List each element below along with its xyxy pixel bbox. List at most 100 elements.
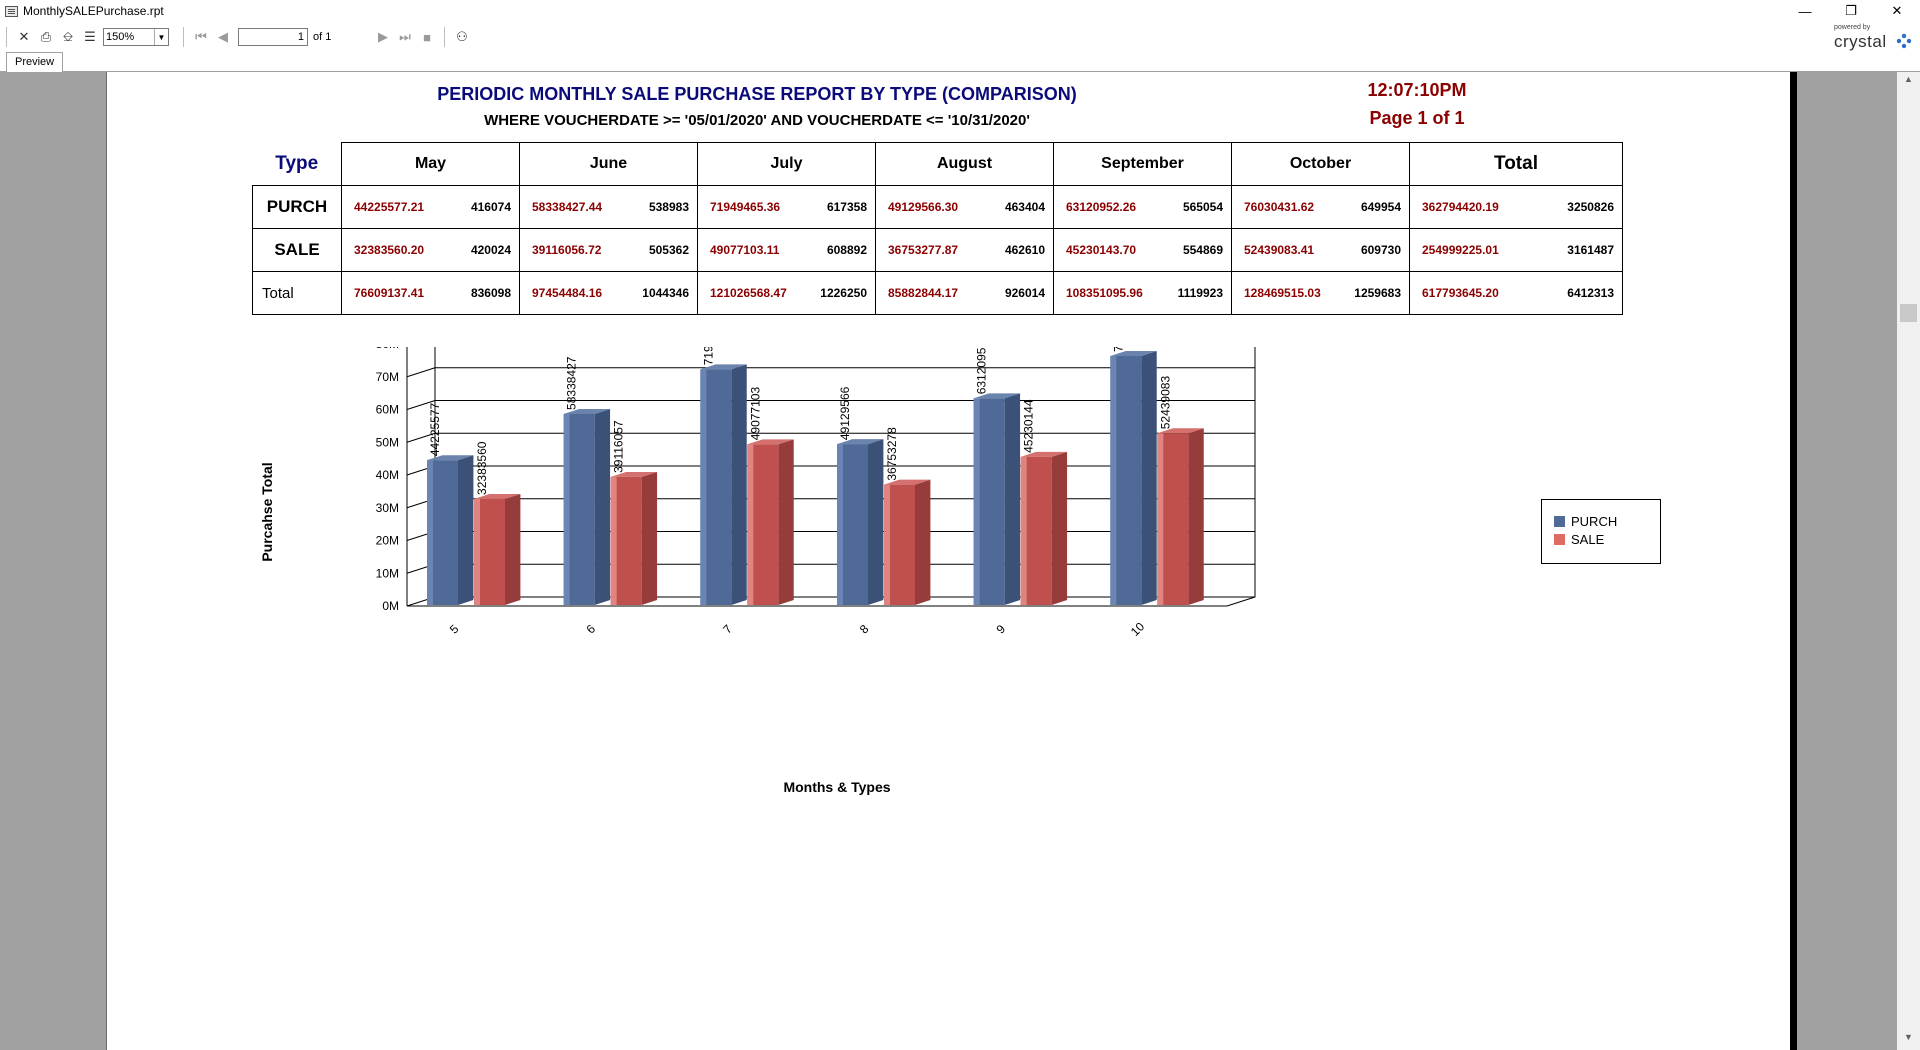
amount-value: 97454484.16	[532, 286, 603, 300]
amount-value: 32383560.20	[354, 243, 425, 257]
page-number-input[interactable]: 1	[238, 28, 308, 46]
chevron-down-icon[interactable]: ▼	[154, 29, 168, 45]
title-bar: MonthlySALEPurchase.rpt — ❐ ✕	[0, 0, 1920, 22]
table-cell: 85882844.17 926014	[875, 271, 1054, 315]
month-header: August	[875, 142, 1054, 186]
bar-side	[731, 364, 747, 605]
data-label: 49077103	[748, 387, 762, 441]
amount-value: 254999225.01	[1422, 243, 1499, 257]
data-label: 58338427	[565, 356, 579, 410]
summary-table: Type May June July August September Octo…	[252, 142, 1623, 315]
legend-item: PURCH	[1554, 514, 1617, 529]
page-edge	[1790, 72, 1797, 1050]
purchase-sale-chart: 0M 10M 20M 30M 40M 50M 60M 70M 80M 44225577 323835…	[259, 347, 1256, 795]
type-header: Type	[275, 152, 319, 174]
group-tree-button[interactable]: ☰	[80, 27, 100, 47]
month-header: June	[519, 142, 698, 186]
y-tick-label: 70M	[376, 370, 399, 384]
table-cell: 71949465.36 617358	[697, 185, 876, 229]
x-tick-label: 9	[994, 622, 1009, 637]
bar-top	[1110, 351, 1157, 357]
amount-value: 49077103.11	[710, 243, 780, 257]
bar-side	[915, 479, 931, 605]
bar-top	[1020, 451, 1068, 457]
logo-name-text: crystal	[1834, 32, 1887, 51]
amount-value: 45230143.70	[1066, 243, 1137, 257]
search-button[interactable]: ⚇	[452, 27, 472, 47]
crystal-dots-icon	[1896, 33, 1912, 49]
row-label: SALE	[252, 228, 342, 272]
close-button[interactable]: ✕	[1891, 3, 1903, 18]
gridline	[406, 400, 436, 410]
legend-label: SALE	[1571, 532, 1605, 547]
bar-highlight	[1110, 356, 1117, 605]
page-count-label: of 1	[313, 31, 332, 43]
tab-preview[interactable]: Preview	[6, 52, 64, 72]
gridline	[406, 367, 436, 378]
count-value: 6412313	[1567, 286, 1614, 300]
amount-value: 49129566.30	[888, 200, 959, 214]
bar-top	[837, 439, 884, 445]
amount-value: 71949465.36	[710, 200, 781, 214]
y-tick-label: 30M	[376, 501, 399, 515]
amount-value: 76609137.41	[354, 286, 425, 300]
table-cell: 58338427.44 538983	[519, 185, 698, 229]
total-header: Total	[1409, 142, 1623, 186]
count-value: 416074	[470, 200, 511, 214]
data-label: 32383560	[475, 441, 489, 495]
bar-highlight	[610, 476, 617, 605]
zoom-select[interactable]: 150% ▼	[103, 28, 169, 46]
data-label: 71949465	[701, 347, 715, 365]
y-tick-label: 10M	[376, 566, 399, 580]
stop-button[interactable]: ■	[417, 27, 437, 47]
close-view-button[interactable]: ✕	[14, 27, 34, 47]
table-cell: 36753277.87 462610	[875, 228, 1054, 272]
amount-value: 36753277.87	[888, 243, 959, 257]
vertical-scrollbar[interactable]: ▲ ▼	[1897, 72, 1920, 1050]
restore-button[interactable]: ❐	[1845, 3, 1857, 18]
x-axis-label: Months & Types	[783, 779, 890, 795]
prev-page-button[interactable]: ◀	[213, 27, 233, 47]
first-page-button[interactable]: ⏮	[191, 27, 211, 47]
count-value: 926014	[1004, 286, 1045, 300]
amount-value: 63120952.26	[1066, 200, 1137, 214]
printer-icon: ⎙	[40, 29, 52, 44]
bar-top	[1157, 428, 1204, 434]
scrollbar-thumb[interactable]	[1900, 304, 1917, 322]
print-button[interactable]: ⎙	[36, 27, 56, 47]
bar-top	[747, 439, 794, 445]
logo-powered-text: powered by	[1834, 24, 1871, 31]
group-tree-icon: ☰	[84, 29, 96, 44]
scroll-up-icon[interactable]: ▲	[1904, 74, 1913, 84]
table-cell: 45230143.70 554869	[1053, 228, 1232, 272]
toolbar-separator	[6, 27, 7, 47]
report-page: PERIODIC MONTHLY SALE PURCHASE REPORT BY…	[106, 72, 1792, 1050]
table-cell: 362794420.19 3250826	[1409, 185, 1623, 229]
amount-value: 121026568.47	[710, 286, 787, 300]
month-header: May	[341, 142, 520, 186]
tab-strip: Preview	[0, 52, 1920, 72]
minimize-button[interactable]: —	[1798, 3, 1812, 19]
y-tick-label: 60M	[376, 403, 399, 417]
table-cell: 44225577.21 416074	[341, 185, 520, 229]
print-setup-button[interactable]: ⎒	[58, 27, 78, 47]
scroll-down-icon[interactable]: ▼	[1904, 1032, 1913, 1042]
next-page-button[interactable]: ▶	[373, 27, 393, 47]
count-value: 617358	[826, 200, 867, 214]
last-page-button[interactable]: ⏭	[395, 27, 415, 47]
table-cell: 76609137.41 836098	[341, 271, 520, 315]
window-title: MonthlySALEPurchase.rpt	[23, 4, 164, 18]
table-cell: 32383560.20 420024	[341, 228, 520, 272]
chart-legend: PURCH SALE	[1541, 499, 1661, 564]
table-cell: 97454484.16 1044346	[519, 271, 698, 315]
amount-value: 617793645.20	[1422, 286, 1499, 300]
count-value: 1119923	[1177, 286, 1223, 300]
prev-page-icon: ◀	[218, 29, 228, 44]
next-page-icon: ▶	[378, 29, 388, 44]
amount-value: 108351095.96	[1066, 286, 1143, 300]
report-page-number: Page 1 of 1	[1369, 108, 1465, 128]
x-tick-label: 5	[447, 622, 462, 637]
bar-highlight	[1020, 456, 1027, 605]
row-label: PURCH	[252, 185, 342, 229]
bar-highlight	[884, 484, 890, 605]
